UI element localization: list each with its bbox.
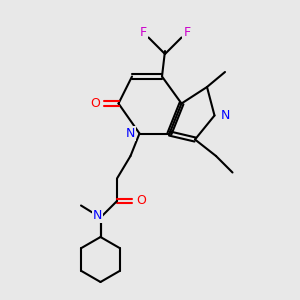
- Text: N: N: [126, 127, 135, 140]
- Text: F: F: [183, 26, 190, 40]
- Text: N: N: [93, 208, 102, 222]
- Text: O: O: [90, 97, 100, 110]
- Text: O: O: [136, 194, 146, 208]
- Text: F: F: [140, 26, 147, 40]
- Text: N: N: [220, 109, 230, 122]
